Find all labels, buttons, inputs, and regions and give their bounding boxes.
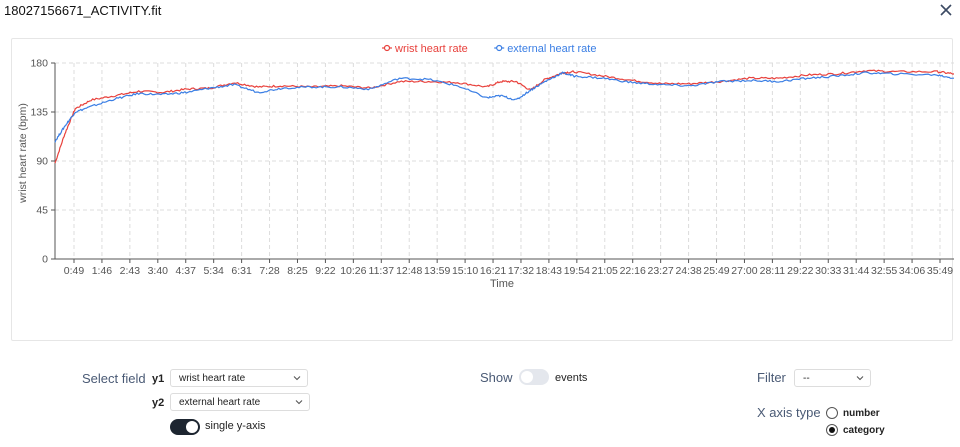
x-tick-label: 12:48 [396,265,422,277]
legend-label: external heart rate [507,43,596,55]
chevron-down-icon [293,376,301,381]
x-axis-number-radio[interactable] [826,407,838,419]
y-tick-label: 90 [36,156,48,168]
y2-select-value: external heart rate [179,397,261,408]
x-tick-label: 32:55 [871,265,897,277]
y2-label: y2 [152,397,165,409]
chevron-down-icon [856,376,864,381]
x-tick-label: 1:46 [92,265,113,277]
x-tick-label: 27:00 [731,265,757,277]
legend-label: wrist heart rate [394,43,468,55]
x-tick-label: 10:26 [340,265,366,277]
filter-select[interactable]: -- [794,369,871,387]
x-tick-label: 29:22 [787,265,813,277]
x-tick-label: 4:37 [176,265,197,277]
y-tick-label: 0 [42,254,48,266]
x-tick-label: 15:10 [452,265,478,277]
x-tick-label: 16:21 [480,265,506,277]
series-line-external-heart-rate [54,71,954,143]
x-tick-label: 0:49 [64,265,85,277]
x-tick-label: 35:49 [927,265,953,277]
y-tick-label: 180 [30,58,48,70]
filter-select-value: -- [803,373,810,384]
chart-grid [55,62,954,259]
x-tick-label: 2:43 [120,265,141,277]
x-tick-label: 24:38 [675,265,701,277]
y-tick-label: 135 [30,107,48,119]
x-tick-label: 21:05 [592,265,618,277]
events-label: events [555,372,588,384]
y2-select[interactable]: external heart rate [170,393,310,411]
x-tick-label: 6:31 [231,265,252,277]
legend-marker [496,44,503,52]
y-axis: 0 45 90 135 180 [30,58,56,266]
x-tick-label: 19:54 [564,265,590,277]
y1-select-value: wrist heart rate [179,373,246,384]
single-y-axis-label: single y-axis [205,420,266,432]
chevron-down-icon [295,400,303,405]
close-icon[interactable] [938,2,954,18]
legend-marker [383,44,391,52]
heart-rate-chart: wrist heart rate external heart rate 0 45 9… [17,43,954,290]
series-line-wrist-heart-rate [54,69,954,164]
x-axis-number-label: number [843,408,880,419]
x-tick-label: 9:22 [315,265,336,277]
x-tick-label: 31:44 [843,265,869,277]
x-tick-label: 34:06 [899,265,925,277]
x-tick-label: 3:40 [148,265,169,277]
x-axis-title: Time [490,278,514,290]
x-tick-label: 30:33 [815,265,841,277]
chart-controls: Select field y1 wrist heart rate y2 exte… [0,350,960,447]
x-tick-label: 13:59 [424,265,450,277]
chart-legend[interactable]: wrist heart rate external heart rate [382,43,596,55]
x-tick-label: 28:11 [760,265,786,277]
x-tick-label: 17:32 [508,265,534,277]
x-tick-label: 5:34 [203,265,224,277]
filter-label: Filter [757,370,786,385]
y-axis-title: wrist heart rate (bpm) [17,103,29,204]
y-tick-label: 45 [36,205,48,217]
x-tick-label: 8:25 [287,265,308,277]
x-axis-category-radio[interactable] [826,424,838,436]
select-field-label: Select field [82,371,146,386]
x-tick-label: 25:49 [703,265,729,277]
window-title: 18027156671_ACTIVITY.fit [4,3,162,18]
x-axis-category-label: category [843,425,885,436]
x-tick-label: 23:27 [648,265,674,277]
x-tick-label: 22:16 [620,265,646,277]
y1-label: y1 [152,373,165,385]
x-axis: 0:49 1:46 2:43 3:40 4:37 5:34 6:31 7:28 8:25 9:22… [55,258,954,277]
chart-panel: wrist heart rate external heart rate 0 45 9… [11,38,954,341]
chart-series [54,69,954,164]
x-tick-label: 7:28 [259,265,280,277]
y1-select[interactable]: wrist heart rate [170,369,308,387]
x-tick-label: 18:43 [536,265,562,277]
show-label: Show [480,370,513,385]
events-toggle[interactable] [519,369,549,385]
single-y-axis-toggle[interactable] [170,419,200,435]
x-axis-type-label: X axis type [757,405,821,420]
x-tick-label: 11:37 [369,265,395,277]
